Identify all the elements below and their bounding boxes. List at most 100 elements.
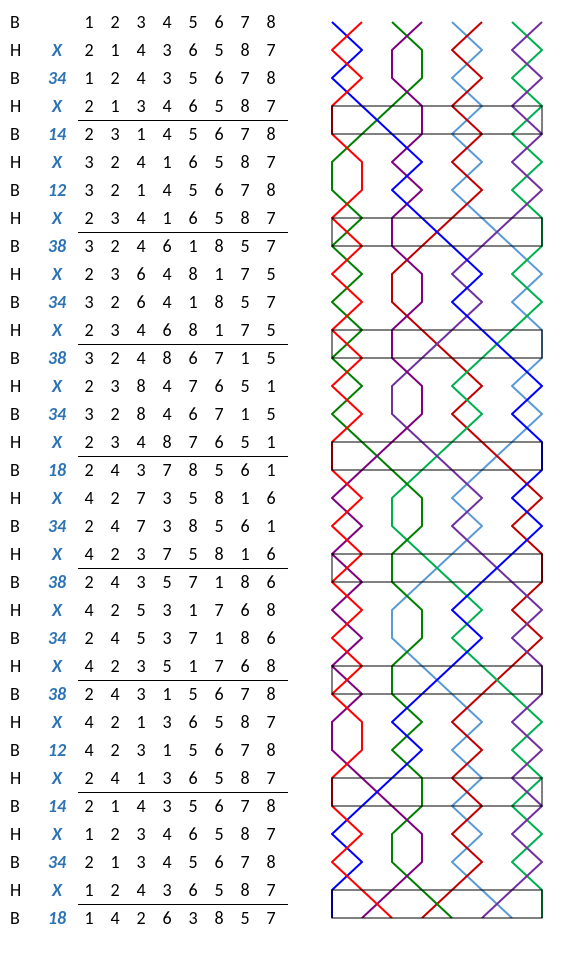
perm-cell: 6 bbox=[180, 344, 206, 372]
perm-cell: 1 bbox=[258, 512, 284, 540]
perm-cell: 2 bbox=[76, 204, 102, 232]
perm-cell: 8 bbox=[206, 484, 232, 512]
perm-cell: 8 bbox=[232, 624, 258, 652]
perm-cell: 2 bbox=[102, 232, 128, 260]
perm-cell: 2 bbox=[76, 456, 102, 484]
perm-cell: 7 bbox=[180, 428, 206, 456]
perm-cell: 8 bbox=[232, 708, 258, 736]
perm-cell: 7 bbox=[232, 260, 258, 288]
perm-cell: 7 bbox=[128, 484, 154, 512]
perm-cell: 4 bbox=[128, 792, 154, 820]
perm-cell: 8 bbox=[258, 736, 284, 764]
bh-label: H bbox=[10, 820, 38, 848]
perm-cell: 1 bbox=[180, 652, 206, 680]
table-row: HX21436587 bbox=[10, 36, 284, 64]
perm-cell: 8 bbox=[258, 680, 284, 708]
perm-cell: 8 bbox=[232, 36, 258, 64]
perm-cell: 4 bbox=[154, 260, 180, 288]
perm-cell: 1 bbox=[180, 288, 206, 316]
perm-cell: 1 bbox=[128, 708, 154, 736]
perm-cell: 3 bbox=[128, 820, 154, 848]
table-row: HX23468175 bbox=[10, 316, 284, 344]
perm-cell: 7 bbox=[258, 904, 284, 932]
perm-cell: 6 bbox=[206, 120, 232, 148]
perm-cell: 7 bbox=[232, 316, 258, 344]
perm-cell: 5 bbox=[232, 288, 258, 316]
bh-label: B bbox=[10, 568, 38, 596]
bh-label: B bbox=[10, 120, 38, 148]
perm-cell: 3 bbox=[128, 680, 154, 708]
perm-cell: 6 bbox=[180, 400, 206, 428]
perm-cell: 2 bbox=[76, 428, 102, 456]
perm-cell: 6 bbox=[180, 204, 206, 232]
perm-cell: 2 bbox=[76, 624, 102, 652]
perm-cell: 4 bbox=[154, 176, 180, 204]
bh-label: B bbox=[10, 512, 38, 540]
table-row: HX24136587 bbox=[10, 764, 284, 792]
note-label: X bbox=[38, 596, 76, 624]
perm-cell: 4 bbox=[76, 484, 102, 512]
bh-label: B bbox=[10, 400, 38, 428]
perm-cell: 6 bbox=[258, 540, 284, 568]
perm-cell: 6 bbox=[128, 260, 154, 288]
table-row: B1423145678 bbox=[10, 120, 284, 148]
perm-cell: 8 bbox=[232, 876, 258, 904]
note-label: X bbox=[38, 428, 76, 456]
perm-cell: 4 bbox=[128, 344, 154, 372]
perm-cell: 2 bbox=[76, 764, 102, 792]
perm-cell: 2 bbox=[102, 652, 128, 680]
bh-label: H bbox=[10, 36, 38, 64]
note-label: 18 bbox=[38, 456, 76, 484]
perm-cell: 3 bbox=[128, 848, 154, 876]
table-row: HX21346587 bbox=[10, 92, 284, 120]
perm-cell: 4 bbox=[102, 624, 128, 652]
perm-cell: 4 bbox=[154, 848, 180, 876]
perm-cell: 7 bbox=[180, 568, 206, 596]
perm-cell: 3 bbox=[128, 540, 154, 568]
perm-cell: 3 bbox=[154, 876, 180, 904]
perm-cell: 6 bbox=[206, 792, 232, 820]
perm-cell: 3 bbox=[128, 736, 154, 764]
perm-cell: 7 bbox=[232, 680, 258, 708]
perm-cell: 5 bbox=[180, 680, 206, 708]
perm-cell: 4 bbox=[128, 204, 154, 232]
perm-cell: 3 bbox=[102, 120, 128, 148]
note-label: 34 bbox=[38, 400, 76, 428]
perm-cell: 1 bbox=[258, 428, 284, 456]
chart-section-box bbox=[332, 106, 542, 134]
perm-cell: 5 bbox=[128, 596, 154, 624]
perm-cell: 5 bbox=[206, 512, 232, 540]
perm-cell: 3 bbox=[154, 512, 180, 540]
perm-cell: 8 bbox=[232, 204, 258, 232]
perm-cell: 8 bbox=[258, 64, 284, 92]
perm-cell: 8 bbox=[232, 764, 258, 792]
perm-cell: 4 bbox=[128, 876, 154, 904]
perm-cell: 2 bbox=[76, 92, 102, 120]
perm-cell: 5 bbox=[180, 176, 206, 204]
bh-label: B bbox=[10, 624, 38, 652]
bh-label: H bbox=[10, 260, 38, 288]
perm-cell: 7 bbox=[258, 876, 284, 904]
perm-cell: 7 bbox=[258, 148, 284, 176]
perm-cell: 8 bbox=[180, 512, 206, 540]
perm-cell: 2 bbox=[102, 400, 128, 428]
perm-cell: 2 bbox=[76, 792, 102, 820]
perm-cell: 2 bbox=[128, 904, 154, 932]
perm-cell: 3 bbox=[76, 400, 102, 428]
perm-cell: 7 bbox=[232, 848, 258, 876]
perm-cell: 4 bbox=[128, 64, 154, 92]
perm-cell: 4 bbox=[154, 820, 180, 848]
perm-cell: 4 bbox=[102, 568, 128, 596]
perm-cell: 1 bbox=[232, 484, 258, 512]
perm-cell: 7 bbox=[180, 372, 206, 400]
table-row: B3824357186 bbox=[10, 568, 284, 596]
bh-label: B bbox=[10, 680, 38, 708]
perm-cell: 1 bbox=[258, 372, 284, 400]
perm-cell: 6 bbox=[180, 92, 206, 120]
perm-cell: 6 bbox=[180, 708, 206, 736]
perm-cell: 2 bbox=[76, 568, 102, 596]
perm-cell: 6 bbox=[154, 232, 180, 260]
perm-cell: 3 bbox=[180, 904, 206, 932]
perm-cell: 3 bbox=[154, 36, 180, 64]
note-label: 34 bbox=[38, 512, 76, 540]
